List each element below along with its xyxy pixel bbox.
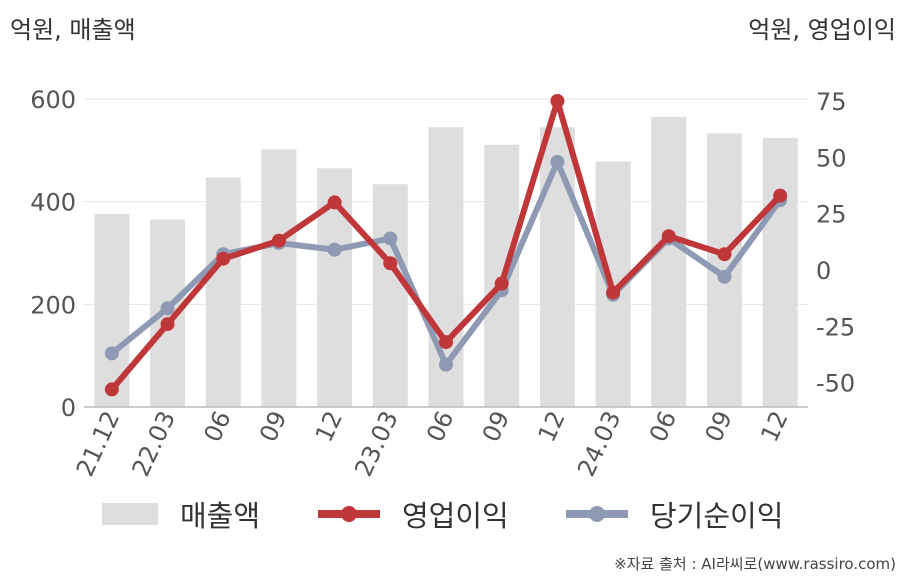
- y-right-tick-label-3: 25: [816, 201, 847, 229]
- point-net-income-1: [160, 301, 175, 316]
- point-operating-profit-0: [104, 382, 119, 397]
- x-tick-label-2: 06: [198, 407, 236, 447]
- left-axis-unit: 억원, 매출액: [10, 16, 136, 44]
- source-credit: ※자료 출처 : AI라씨로(www.rassiro.com): [614, 555, 896, 573]
- bar-revenue-2: [205, 177, 241, 407]
- point-operating-profit-12: [773, 188, 788, 203]
- point-operating-profit-5: [383, 256, 398, 271]
- legend-swatch-net-income: [566, 503, 628, 525]
- x-tick-label-5: 23.03: [349, 407, 403, 481]
- bar-revenue-8: [539, 127, 575, 407]
- point-net-income-4: [327, 242, 342, 257]
- legend-label-operating-profit: 영업이익: [402, 499, 509, 533]
- y-left-tick-label-1: 200: [30, 291, 76, 319]
- point-operating-profit-8: [550, 94, 565, 108]
- y-right-tick-label-4: 50: [816, 144, 847, 172]
- legend-label-net-income: 당기순이익: [650, 499, 784, 533]
- x-tick-label-6: 06: [421, 407, 459, 447]
- y-left-tick-label-2: 400: [30, 189, 76, 217]
- x-tick-label-11: 09: [700, 407, 738, 447]
- x-tick-label-3: 09: [254, 407, 292, 447]
- y-right-tick-label-0: -50: [816, 370, 855, 398]
- legend-swatch-revenue: [102, 503, 158, 525]
- bar-revenue-3: [261, 149, 297, 407]
- bar-revenue-10: [651, 116, 687, 407]
- x-tick-label-7: 09: [477, 407, 515, 447]
- x-tick-label-0: 21.12: [71, 407, 125, 481]
- y-left-tick-label-0: 0: [61, 394, 76, 422]
- legend-label-revenue: 매출액: [180, 499, 261, 533]
- point-net-income-5: [383, 231, 398, 246]
- x-tick-label-12: 12: [755, 407, 793, 447]
- legend-item-revenue: 매출액: [102, 494, 260, 534]
- point-operating-profit-1: [160, 317, 175, 332]
- x-tick-label-4: 12: [310, 407, 348, 447]
- point-net-income-8: [550, 154, 565, 169]
- x-tick-label-1: 22.03: [127, 407, 181, 481]
- x-tick-label-9: 24.03: [572, 407, 626, 481]
- right-axis-unit: 억원, 영업이익: [748, 16, 896, 44]
- point-operating-profit-6: [439, 335, 453, 350]
- point-operating-profit-11: [717, 247, 732, 262]
- chart-legend: 매출액 영업이익 당기순이익: [0, 494, 908, 534]
- y-right-tick-label-2: 0: [816, 257, 831, 285]
- point-operating-profit-7: [494, 276, 509, 291]
- legend-swatch-operating-profit: [318, 503, 380, 525]
- point-operating-profit-10: [661, 229, 676, 244]
- bar-revenue-12: [762, 138, 798, 407]
- x-tick-label-10: 06: [644, 407, 682, 447]
- point-net-income-6: [439, 357, 453, 372]
- point-net-income-11: [717, 269, 732, 284]
- legend-item-net-income: 당기순이익: [566, 494, 783, 534]
- y-left-tick-label-3: 600: [30, 86, 76, 114]
- y-right-tick-label-5: 75: [816, 88, 847, 116]
- point-operating-profit-2: [216, 251, 231, 266]
- x-tick-label-8: 12: [533, 407, 571, 447]
- legend-item-operating-profit: 영업이익: [318, 494, 509, 534]
- y-right-tick-label-1: -25: [816, 313, 855, 341]
- point-operating-profit-4: [327, 195, 342, 210]
- point-operating-profit-9: [606, 285, 621, 300]
- bar-revenue-5: [372, 184, 408, 407]
- point-operating-profit-3: [271, 233, 286, 248]
- point-net-income-0: [104, 346, 119, 361]
